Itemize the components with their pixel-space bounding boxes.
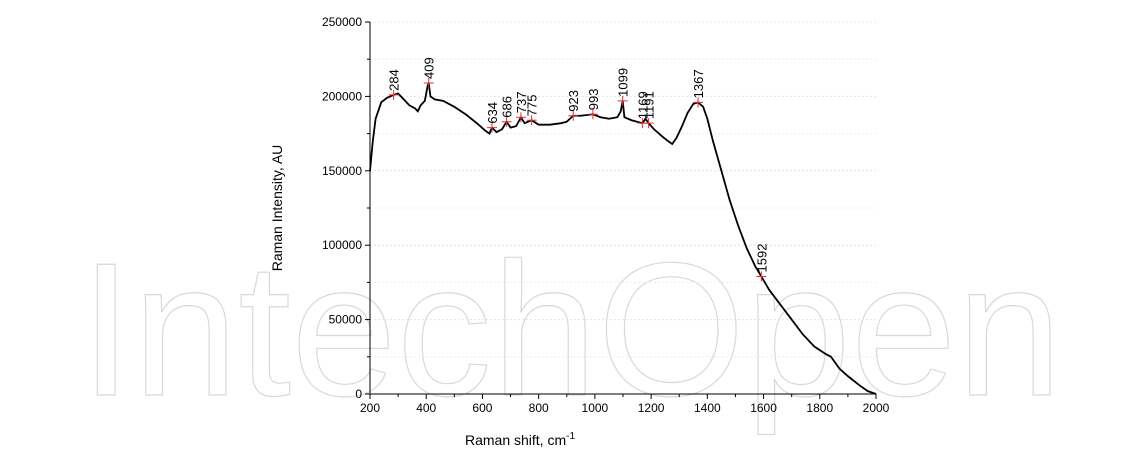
peak-label: 1592 xyxy=(754,244,769,273)
x-tick-label: 800 xyxy=(529,401,549,415)
watermark: IntechOpen xyxy=(80,224,1062,436)
y-tick-label: 250000 xyxy=(322,15,362,29)
peak-label: 775 xyxy=(525,95,540,117)
x-tick-label: 2000 xyxy=(863,401,890,415)
x-tick-label: 1400 xyxy=(694,401,721,415)
peak-marker xyxy=(526,115,537,126)
peak-marker xyxy=(617,95,628,106)
x-tick-label: 1200 xyxy=(638,401,665,415)
spectrum-line xyxy=(369,82,877,395)
x-axis-label-superscript: -1 xyxy=(566,431,575,442)
peak-marker xyxy=(501,116,512,127)
y-tick-label: 50000 xyxy=(329,313,363,327)
peak-label: 1191 xyxy=(642,91,657,119)
peak-label: 634 xyxy=(485,102,500,124)
peak-marker xyxy=(423,78,434,89)
peak-marker xyxy=(756,271,767,282)
x-tick-label: 400 xyxy=(416,401,436,415)
x-axis-label: Raman shift, cm-1 xyxy=(465,431,575,448)
x-tick-label: 200 xyxy=(360,401,380,415)
peak-marker xyxy=(643,118,654,129)
y-tick-label: 0 xyxy=(355,387,362,401)
y-tick-label: 100000 xyxy=(322,238,362,252)
x-tick-label: 1800 xyxy=(806,401,833,415)
peak-label: 993 xyxy=(586,89,601,111)
x-tick-label: 600 xyxy=(472,401,492,415)
peak-label: 284 xyxy=(387,69,402,91)
peak-label: 686 xyxy=(500,96,515,118)
x-tick-label: 1600 xyxy=(750,401,777,415)
x-tick-label: 1000 xyxy=(582,401,609,415)
peak-label: 1367 xyxy=(691,69,706,98)
peak-label: 1169 xyxy=(635,91,650,119)
y-axis-label: Raman Intensity, AU xyxy=(269,145,285,272)
peak-label: 737 xyxy=(514,92,529,114)
peak-marker xyxy=(693,97,704,108)
y-tick-label: 150000 xyxy=(322,164,362,178)
peak-label: 409 xyxy=(422,57,437,79)
peak-label: 923 xyxy=(566,90,581,112)
peak-marker xyxy=(568,110,579,121)
peak-label: 1099 xyxy=(616,68,631,97)
peak-marker xyxy=(487,122,498,133)
peak-marker xyxy=(515,112,526,123)
peak-marker xyxy=(388,89,399,100)
y-tick-label: 200000 xyxy=(322,89,362,103)
x-axis-label-text: Raman shift, cm xyxy=(465,432,566,448)
peak-marker xyxy=(587,109,598,120)
